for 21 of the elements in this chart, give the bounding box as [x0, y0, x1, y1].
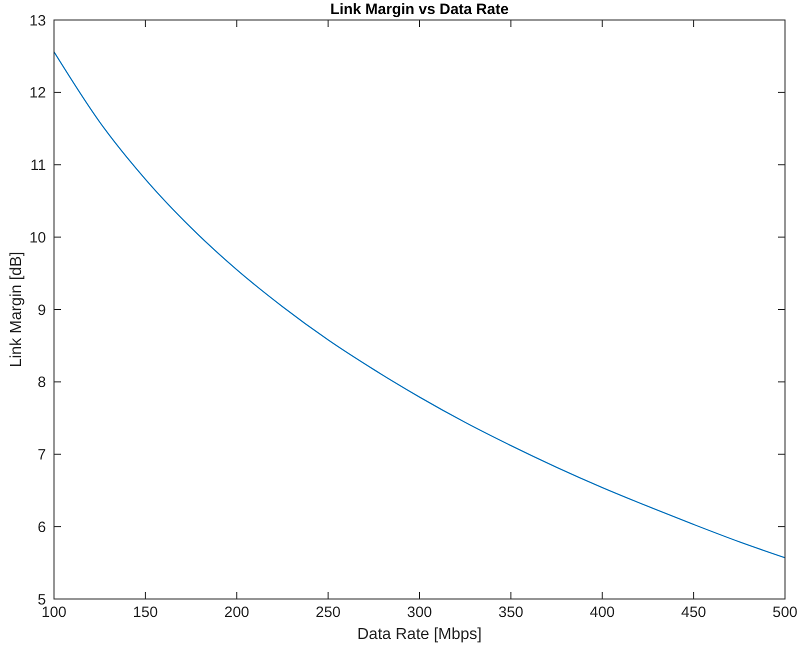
- line-series: [53, 51, 786, 558]
- x-tick-label: 300: [406, 604, 432, 621]
- y-tick-label: 11: [30, 157, 46, 174]
- y-tick-label: 7: [38, 446, 46, 464]
- x-tick-label: 150: [132, 604, 158, 621]
- x-tick-label: 450: [681, 604, 706, 621]
- y-tick-label: 10: [29, 229, 46, 246]
- x-tick-label: 350: [498, 604, 524, 621]
- y-tick-label: 13: [29, 12, 46, 30]
- x-tick-label: 250: [316, 604, 341, 621]
- x-tick-label: 500: [772, 604, 798, 621]
- chart-title: Link Margin vs Data Rate: [330, 1, 509, 18]
- x-tick-label: 100: [41, 604, 67, 621]
- y-tick-label: 6: [38, 518, 46, 536]
- x-tick-label: 200: [224, 604, 250, 621]
- y-tick-label: 8: [38, 374, 46, 392]
- y-tick-label: 12: [29, 84, 46, 102]
- y-axis-title: Link Margin [dB]: [8, 252, 25, 368]
- x-axis-title: Data Rate [Mbps]: [357, 626, 482, 643]
- x-tick-label: 400: [590, 604, 615, 621]
- y-tick-label: 9: [38, 302, 46, 319]
